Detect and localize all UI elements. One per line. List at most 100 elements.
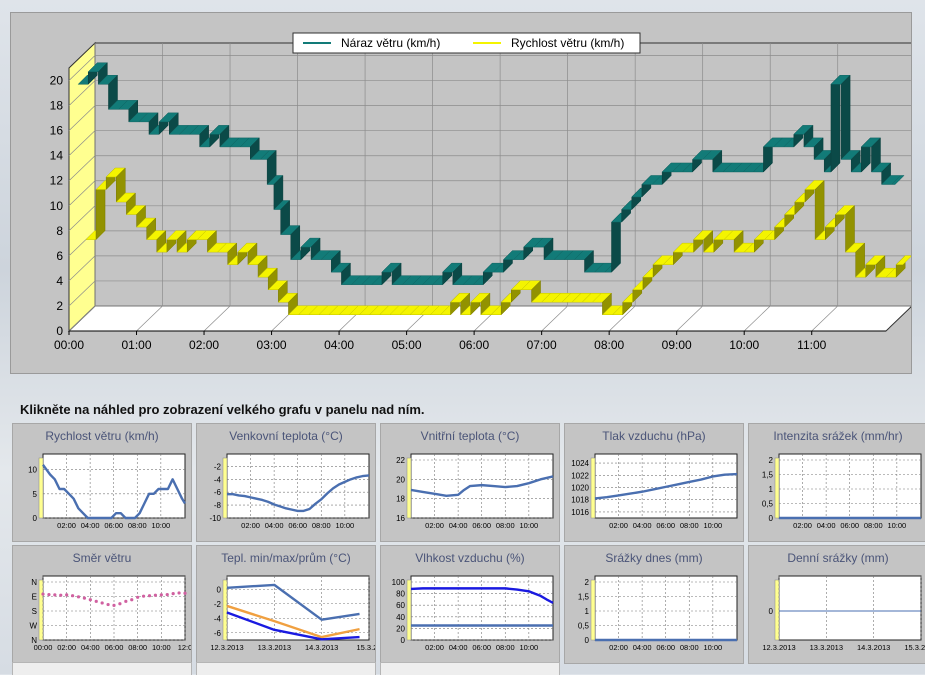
scatter-point (147, 594, 152, 598)
y-tick-label: S (32, 607, 37, 616)
y-tick-label: 1022 (571, 471, 589, 480)
x-tick-label: 06:00 (105, 643, 124, 652)
y-tick-label: 14 (50, 149, 64, 163)
thumbnail-outdoor-temp[interactable]: Venkovní teplota (°C) -2 -4 -6 -8 -10 02:00 04:… (196, 423, 376, 542)
y-tick-label: 4 (56, 274, 63, 288)
scatter-point (106, 602, 110, 607)
thumbnail-indoor-temp[interactable]: Vnitřní teplota (°C) 16 18 20 22 02:00 04:00 06… (380, 423, 560, 542)
legend-label: Náraz větru (km/h) (341, 36, 440, 50)
x-tick-label: 09:00 (662, 338, 692, 352)
thumbnail-pressure[interactable]: Tlak vzduchu (hPa) 1016 1018 1020 1022 1024 02… (564, 423, 744, 542)
x-tick-label: 06:00 (472, 521, 491, 530)
y-tick-label: 16 (50, 124, 64, 138)
x-tick-label: 12.3.2013 (210, 643, 243, 652)
y-tick-label: 0 (769, 514, 774, 523)
scatter-point (88, 598, 92, 602)
thumbnail-temp-minmax[interactable]: Tepl. min/max/prům (°C) 0 -2 -4 -6 12.3.2013 1… (196, 545, 376, 664)
x-tick-label: 10:00 (703, 643, 722, 652)
series-speed (85, 167, 911, 316)
x-tick-label: 12:0 (178, 643, 191, 652)
x-tick-label: 02:00 (57, 521, 76, 530)
series-line (410, 475, 554, 497)
plot-area (778, 575, 922, 641)
y-tick-label: -4 (214, 614, 222, 623)
thumbnail-humidity[interactable]: Vlhkost vzduchu (%) 0 20 40 60 80 100 02:00 04:0… (380, 545, 560, 664)
thumbnail-stub (196, 662, 376, 675)
x-tick-label: 06:00 (104, 521, 123, 530)
thumbnail-rain-today[interactable]: Srážky dnes (mm) 0 0,5 1 1,5 2 02:00 04:00 06:00… (564, 545, 744, 664)
scatter-point (153, 593, 158, 597)
thumbnail-title: Srážky dnes (mm) (605, 551, 703, 565)
thumbnail-rain-rate[interactable]: Intenzita srážek (mm/hr) 0 0,5 1 1,5 2 02:00 04… (748, 423, 925, 542)
y-tick-label: 1016 (571, 508, 589, 517)
x-tick-label: 02:00 (425, 643, 444, 652)
scatter-point (94, 599, 98, 603)
x-tick-label: 08:00 (128, 643, 147, 652)
x-tick-label: 08:00 (312, 521, 331, 530)
x-tick-label: 07:00 (527, 338, 557, 352)
x-tick-label: 10:00 (151, 521, 170, 530)
thumbnail-daily-rain[interactable]: Denní srážky (mm) 0 12.3.2013 13.3.2013 14.3… (748, 545, 925, 664)
left-wall (38, 579, 44, 641)
y-tick-label: -6 (214, 488, 222, 497)
x-tick-label: 08:00 (680, 521, 699, 530)
gridline-h-side (68, 180, 96, 207)
gridline-v-floor (68, 305, 96, 332)
y-tick-label: -2 (214, 600, 222, 609)
y-tick-label: 10 (50, 199, 64, 213)
y-tick-label: 0 (401, 636, 406, 645)
thumbnail-wind-direction[interactable]: Směr větru N W S E N 00:00 02:00 04:00 06:00 08:00… (12, 545, 192, 664)
y-tick-label: 20 (396, 475, 405, 484)
thumbnail-plot: -2 -4 -6 -8 -10 02:00 04:00 06:00 08:00 10:00 (209, 453, 370, 530)
gridline-h-side (68, 130, 96, 156)
left-wall (68, 41, 96, 333)
gridline-h-side (68, 255, 96, 282)
x-tick-label: 02:00 (57, 643, 76, 652)
ribbon-riser (814, 179, 825, 241)
gridline-h-side (68, 55, 96, 81)
y-tick-label: 0 (33, 514, 38, 523)
x-tick-label: 15.3.2013 (904, 643, 925, 652)
y-tick-label: 0 (585, 636, 590, 645)
thumbnail-wind-speed[interactable]: Rychlost větru (km/h) 0 5 10 02:00 04:00 06:00… (12, 423, 192, 542)
scatter-point (183, 591, 187, 595)
left-wall (590, 457, 596, 519)
y-tick-label: 1,5 (578, 593, 590, 602)
y-tick-label: 40 (396, 613, 405, 622)
thumbnail-title: Denní srážky (mm) (787, 551, 889, 565)
x-tick-label: 04:00 (449, 643, 468, 652)
scatter-point (165, 592, 169, 597)
left-wall (406, 579, 412, 641)
scatter-point (41, 592, 45, 596)
series-line (227, 474, 370, 513)
x-tick-label: 02:00 (189, 338, 219, 352)
ribbon-step (895, 255, 911, 265)
x-tick-label: 13.3.2013 (810, 643, 843, 652)
y-tick-label: 10 (28, 466, 37, 475)
scatter-point (100, 601, 104, 605)
series-line (226, 583, 360, 621)
y-tick-label: N (31, 636, 37, 645)
thumbnail-plot: 1016 1018 1020 1022 1024 02:00 04:00 06:00 08:00… (571, 453, 738, 530)
x-tick-label: 04:00 (324, 338, 354, 352)
gridline-v-floor (676, 305, 703, 332)
x-tick-label: 04:00 (81, 521, 100, 530)
y-tick-label: 12 (50, 174, 64, 188)
x-tick-label: 02:00 (425, 521, 444, 530)
x-tick-label: 04:00 (633, 643, 652, 652)
y-tick-label: 6 (56, 249, 63, 263)
y-tick-label: 0,5 (578, 622, 590, 631)
y-tick-label: N (31, 578, 37, 587)
scatter-point (171, 592, 175, 596)
scatter-point (136, 595, 140, 599)
y-tick-label: -4 (214, 475, 222, 484)
thumbnail-title: Intenzita srážek (mm/hr) (773, 429, 903, 443)
thumbnail-plot: 0 20 40 60 80 100 02:00 04:00 06:00 08:00 10:00 (392, 575, 554, 652)
y-tick-label: 1020 (571, 483, 589, 492)
scatter-point (65, 593, 69, 597)
y-tick-label: E (32, 593, 37, 602)
y-tick-label: 60 (396, 601, 405, 610)
thumbnail-plot: 16 18 20 22 02:00 04:00 06:00 08:00 10:00 (396, 453, 554, 530)
scatter-point (112, 603, 116, 607)
y-tick-label: 100 (392, 578, 406, 587)
